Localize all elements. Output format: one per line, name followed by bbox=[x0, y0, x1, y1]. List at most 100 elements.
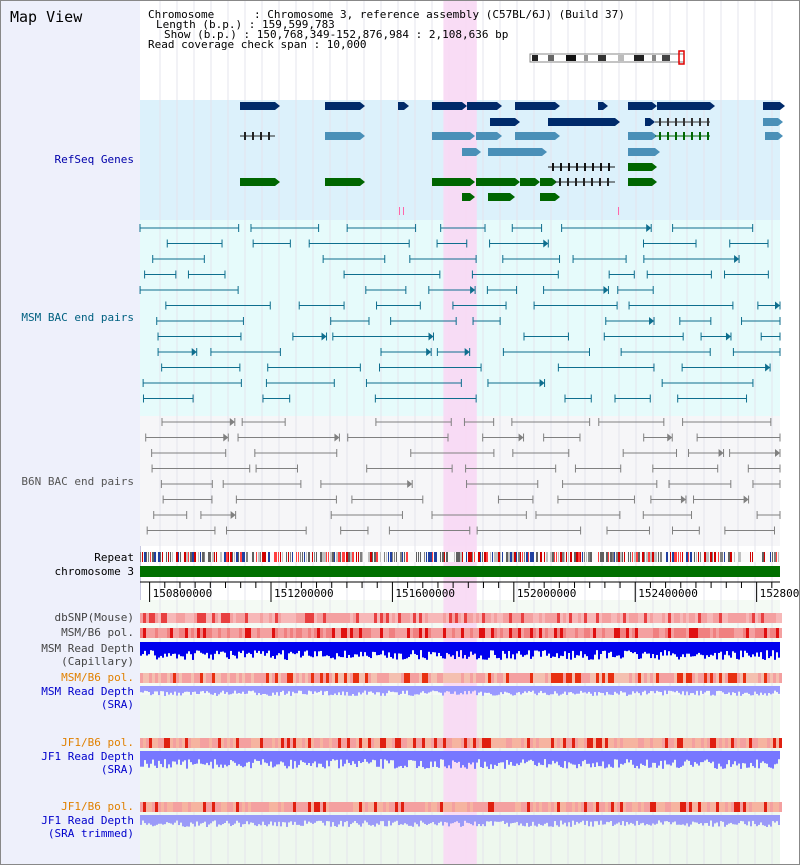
b6n-bac-end-pairs bbox=[145, 418, 781, 535]
jf1-b6-pol-label[interactable]: JF1/B6 pol. bbox=[61, 736, 134, 749]
heat-cell bbox=[218, 802, 221, 812]
msm-b6-pol-label[interactable]: MSM/B6 pol. bbox=[61, 626, 134, 639]
depth-bar bbox=[742, 686, 744, 695]
depth-bar bbox=[494, 815, 496, 822]
depth-bar bbox=[344, 642, 346, 651]
heat-cell bbox=[458, 673, 461, 683]
depth-bar bbox=[644, 642, 646, 652]
depth-bar bbox=[324, 686, 326, 692]
repeat-element bbox=[770, 552, 771, 562]
msm-bac-label[interactable]: MSM BAC end pairs bbox=[21, 311, 134, 324]
depth-bar bbox=[304, 642, 306, 652]
heat-cell bbox=[563, 673, 566, 683]
dbsnp-label[interactable]: dbSNP(Mouse) bbox=[54, 611, 134, 624]
depth-bar bbox=[756, 686, 758, 694]
depth-bar bbox=[738, 642, 740, 660]
repeat-element bbox=[342, 552, 344, 562]
depth-bar bbox=[646, 686, 648, 695]
heat-cell bbox=[410, 613, 413, 623]
repeat-element bbox=[240, 552, 242, 562]
b6n-bac-label[interactable]: B6N BAC end pairs bbox=[21, 475, 134, 488]
msm-read-depth-sra-label-1[interactable]: MSM Read Depth bbox=[41, 685, 134, 698]
depth-bar bbox=[180, 815, 182, 823]
heat-cell bbox=[140, 628, 143, 638]
heat-cell bbox=[683, 613, 686, 623]
heat-cell bbox=[422, 673, 425, 683]
depth-bar bbox=[596, 642, 598, 651]
heat-cell bbox=[197, 738, 200, 748]
gene-strand-arrow bbox=[652, 163, 657, 171]
heat-cell bbox=[605, 738, 608, 748]
depth-bar bbox=[158, 815, 160, 824]
heat-cell bbox=[212, 673, 215, 683]
depth-bar bbox=[270, 751, 272, 762]
depth-bar bbox=[422, 815, 424, 823]
depth-bar bbox=[282, 815, 284, 823]
gene-strand-arrow bbox=[652, 178, 657, 186]
heat-cell bbox=[590, 738, 593, 748]
depth-bar bbox=[300, 642, 302, 658]
heat-cell bbox=[665, 613, 668, 623]
bac-end-arrow bbox=[680, 495, 686, 504]
depth-bar bbox=[378, 751, 380, 767]
depth-bar bbox=[574, 686, 576, 695]
heat-cell bbox=[434, 628, 437, 638]
heat-cell bbox=[551, 802, 554, 812]
depth-bar bbox=[530, 686, 532, 692]
heat-cell bbox=[683, 673, 686, 683]
heat-cell bbox=[182, 802, 185, 812]
heat-cell bbox=[572, 613, 575, 623]
heat-cell bbox=[281, 802, 284, 812]
heat-cell bbox=[254, 613, 257, 623]
depth-bar bbox=[158, 751, 160, 761]
depth-bar bbox=[470, 751, 472, 765]
depth-bar bbox=[662, 642, 664, 656]
heat-cell bbox=[491, 673, 494, 683]
heat-cell bbox=[728, 673, 731, 683]
repeat-element bbox=[774, 552, 776, 562]
depth-bar bbox=[398, 815, 400, 826]
gene-block bbox=[476, 178, 515, 186]
heat-cell bbox=[362, 628, 365, 638]
depth-bar bbox=[386, 642, 388, 658]
heat-cell bbox=[725, 673, 728, 683]
depth-bar bbox=[284, 815, 286, 823]
heat-cell bbox=[338, 738, 341, 748]
depth-bar bbox=[658, 815, 660, 821]
depth-bar bbox=[654, 751, 656, 763]
depth-bar bbox=[582, 751, 584, 762]
depth-bar bbox=[776, 815, 778, 822]
gene-exon bbox=[599, 178, 601, 186]
depth-bar bbox=[598, 642, 600, 660]
depth-bar bbox=[668, 642, 670, 652]
heat-cell bbox=[329, 738, 332, 748]
depth-bar bbox=[570, 686, 572, 693]
heat-cell bbox=[230, 738, 233, 748]
gene-exon bbox=[268, 132, 270, 140]
heat-cell bbox=[614, 613, 617, 623]
msm-b6-pol-sra-label[interactable]: MSM/B6 pol. bbox=[61, 671, 134, 684]
heat-cell bbox=[773, 613, 776, 623]
heat-cell bbox=[242, 738, 245, 748]
jf1-b6-pol-trimmed-label[interactable]: JF1/B6 pol. bbox=[61, 800, 134, 813]
repeat-element bbox=[224, 552, 226, 562]
depth-bar bbox=[144, 815, 146, 824]
msm-read-depth-capillary-label-1[interactable]: MSM Read Depth bbox=[41, 642, 134, 655]
heat-cell bbox=[323, 613, 326, 623]
jf1-read-depth-sra-label-1[interactable]: JF1 Read Depth bbox=[41, 750, 134, 763]
depth-bar bbox=[290, 751, 292, 760]
depth-bar bbox=[162, 815, 164, 825]
depth-bar bbox=[498, 642, 500, 658]
refseq-genes-label[interactable]: RefSeq Genes bbox=[54, 153, 134, 166]
jf1-read-depth-trimmed-label-1[interactable]: JF1 Read Depth bbox=[41, 814, 134, 827]
ideogram-band bbox=[598, 55, 606, 61]
heat-cell bbox=[587, 628, 590, 638]
depth-bar bbox=[722, 815, 724, 822]
repeat-element bbox=[306, 552, 307, 562]
depth-bar bbox=[268, 686, 270, 696]
depth-bar bbox=[202, 686, 204, 692]
heat-cell bbox=[707, 628, 710, 638]
depth-bar bbox=[404, 642, 406, 659]
heat-cell bbox=[614, 628, 617, 638]
